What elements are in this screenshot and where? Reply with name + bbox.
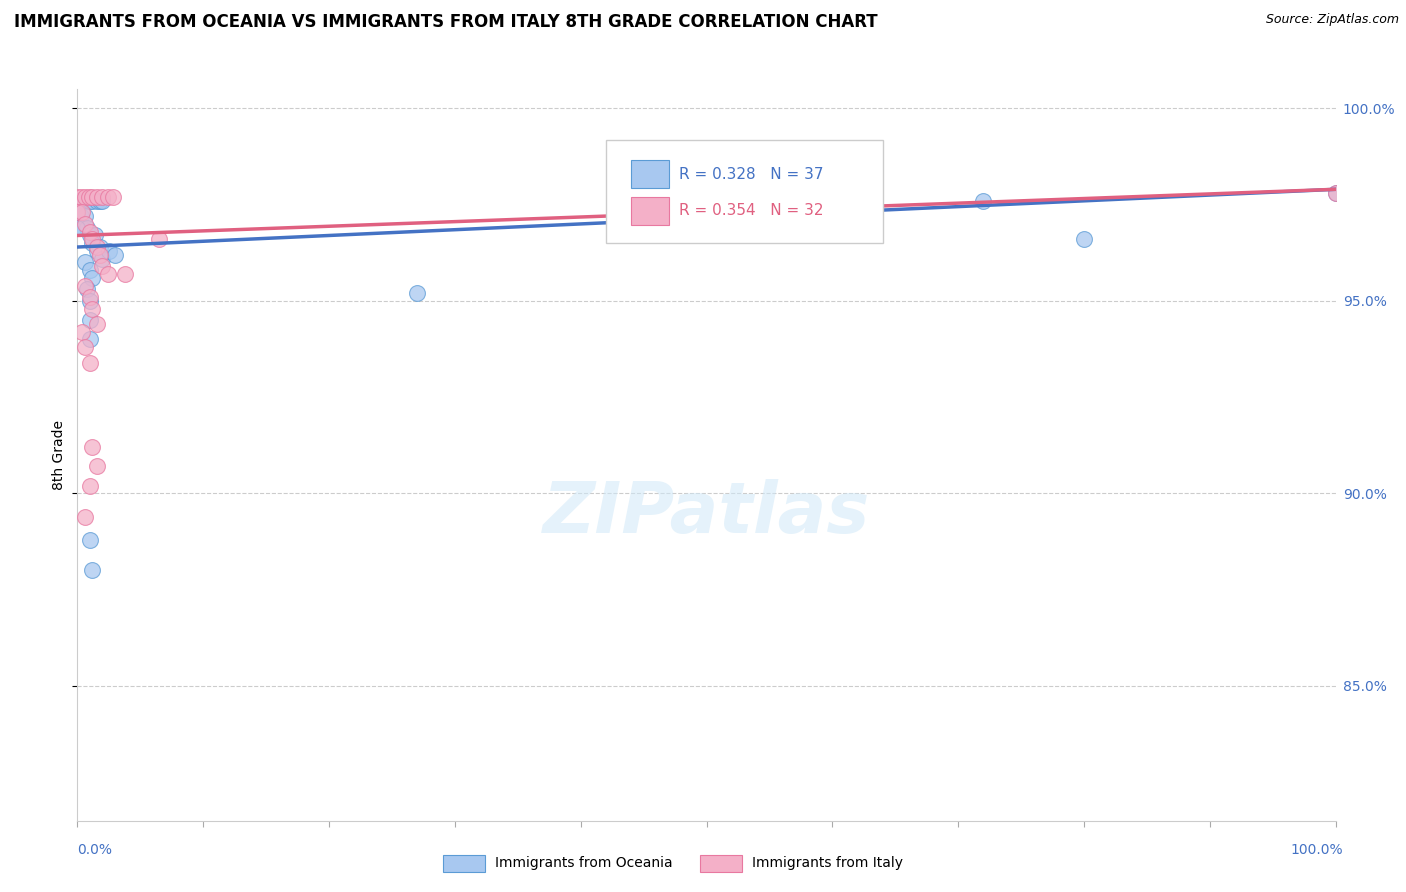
- Point: [79, 293, 101, 308]
- Point: [79, 263, 101, 277]
- Point: [82, 440, 104, 454]
- Point: [86, 190, 108, 204]
- Text: 100.0%: 100.0%: [1291, 843, 1343, 857]
- Point: [86, 194, 108, 208]
- Point: [73, 340, 96, 354]
- Point: [66, 220, 89, 235]
- Text: ZIPatlas: ZIPatlas: [543, 479, 870, 548]
- Point: [91, 194, 114, 208]
- Point: [1324, 186, 1347, 201]
- Point: [82, 190, 104, 204]
- Point: [84, 228, 107, 243]
- Point: [86, 317, 108, 331]
- Point: [79, 290, 101, 304]
- Point: [82, 232, 104, 246]
- Point: [406, 286, 429, 301]
- Point: [73, 194, 96, 208]
- Point: [73, 190, 96, 204]
- Point: [91, 252, 114, 266]
- Point: [96, 267, 118, 281]
- Text: Immigrants from Oceania: Immigrants from Oceania: [495, 856, 672, 871]
- Bar: [631, 197, 669, 225]
- Point: [73, 255, 96, 269]
- Point: [1073, 232, 1095, 246]
- Point: [79, 228, 101, 243]
- Text: Immigrants from Italy: Immigrants from Italy: [752, 856, 903, 871]
- Point: [70, 190, 93, 204]
- Point: [101, 190, 124, 204]
- Point: [86, 240, 108, 254]
- Point: [79, 479, 101, 493]
- FancyBboxPatch shape: [606, 140, 883, 243]
- Point: [70, 209, 93, 223]
- Point: [79, 225, 101, 239]
- Point: [72, 194, 94, 208]
- Point: [66, 205, 89, 219]
- Point: [86, 244, 108, 258]
- Point: [96, 190, 118, 204]
- Point: [104, 248, 127, 262]
- Point: [73, 509, 96, 524]
- Point: [79, 313, 101, 327]
- Point: [82, 270, 104, 285]
- Point: [72, 220, 94, 235]
- Point: [972, 194, 994, 208]
- Point: [66, 205, 89, 219]
- Point: [66, 194, 89, 208]
- Text: IMMIGRANTS FROM OCEANIA VS IMMIGRANTS FROM ITALY 8TH GRADE CORRELATION CHART: IMMIGRANTS FROM OCEANIA VS IMMIGRANTS FR…: [14, 13, 877, 31]
- Point: [76, 282, 98, 296]
- Text: R = 0.328   N = 37: R = 0.328 N = 37: [679, 167, 824, 182]
- Point: [89, 240, 111, 254]
- Point: [82, 236, 104, 251]
- Text: Source: ZipAtlas.com: Source: ZipAtlas.com: [1265, 13, 1399, 27]
- Point: [79, 355, 101, 369]
- Point: [82, 563, 104, 577]
- Point: [82, 301, 104, 316]
- Point: [86, 459, 108, 474]
- Y-axis label: 8th Grade: 8th Grade: [52, 420, 66, 490]
- Point: [76, 220, 98, 235]
- Text: R = 0.354   N = 32: R = 0.354 N = 32: [679, 203, 824, 219]
- Point: [114, 267, 136, 281]
- Point: [69, 194, 91, 208]
- Point: [72, 205, 94, 219]
- Point: [73, 278, 96, 293]
- Point: [82, 194, 104, 208]
- Bar: [631, 161, 669, 188]
- Point: [73, 209, 96, 223]
- Point: [148, 232, 170, 246]
- Point: [89, 194, 111, 208]
- Point: [77, 190, 100, 204]
- Point: [91, 190, 114, 204]
- Text: 0.0%: 0.0%: [77, 843, 112, 857]
- Point: [73, 217, 96, 231]
- Point: [79, 194, 101, 208]
- Point: [89, 248, 111, 262]
- Point: [97, 244, 120, 258]
- Point: [66, 190, 89, 204]
- Point: [72, 325, 94, 339]
- Point: [76, 194, 98, 208]
- Point: [1324, 186, 1347, 201]
- Point: [91, 260, 114, 274]
- Point: [79, 333, 101, 347]
- Point: [79, 533, 101, 547]
